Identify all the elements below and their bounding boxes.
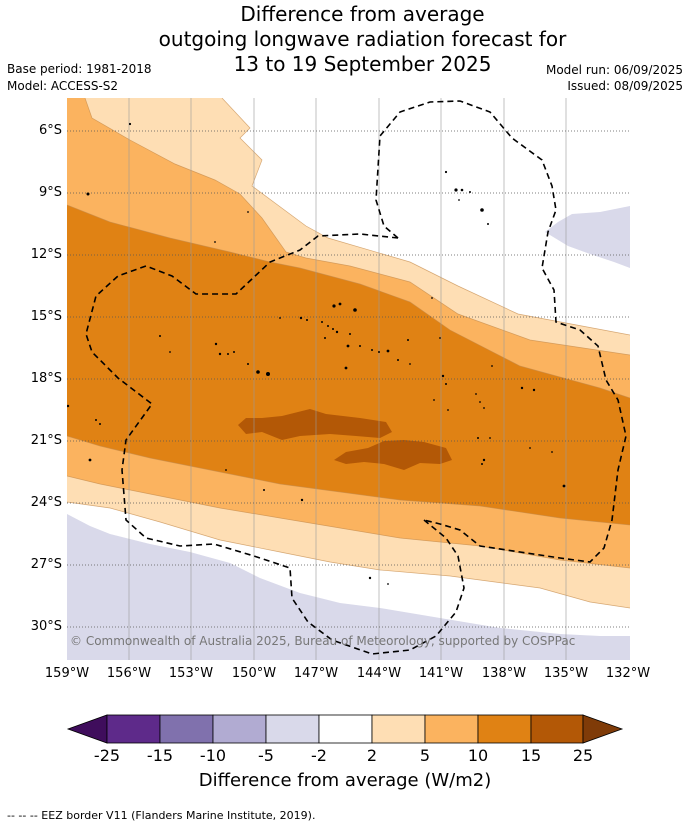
colorbar-tick-neg15: -15 <box>146 746 174 765</box>
map-title: Difference from average outgoing longwav… <box>0 2 690 77</box>
colorbar-low-arrow <box>66 714 108 744</box>
eez-border <box>85 100 627 655</box>
ol-anomaly-15-25-a <box>238 409 392 440</box>
eez-legend-note: -- -- -- EEZ border V11 (Flanders Marine… <box>7 809 316 822</box>
title-line-1: Difference from average <box>240 2 485 26</box>
colorbar-tick-neg25: -25 <box>93 746 121 765</box>
colorbar-tick-2: 2 <box>366 746 378 765</box>
lon-label-147w: 147°W <box>293 666 339 681</box>
lon-label-141w: 141°W <box>418 666 464 681</box>
lat-label-12s: 12°S <box>30 247 62 262</box>
lon-label-144w: 144°W <box>356 666 402 681</box>
colorbar-tick-5: 5 <box>419 746 431 765</box>
ol-anomaly-neg-south <box>67 514 630 660</box>
model-run: Model run: 06/09/2025 <box>545 63 683 77</box>
colorbar-bin-8 <box>477 714 532 744</box>
colorbar-bin-6 <box>371 714 426 744</box>
lat-label-9s: 9°S <box>38 185 62 200</box>
model-name: Model: ACCESS-S2 <box>7 79 119 93</box>
title-line-2: outgoing longwave radiation forecast for <box>158 27 567 51</box>
colorbar <box>66 714 624 744</box>
colorbar-tick-neg10: -10 <box>199 746 227 765</box>
lon-label-153w: 153°W <box>168 666 214 681</box>
colorbar-bin-7 <box>424 714 479 744</box>
colorbar-tick-neg2: -2 <box>311 746 327 765</box>
colorbar-label: Difference from average (W/m2) <box>198 770 492 791</box>
lat-label-18s: 18°S <box>30 371 62 386</box>
copyright-notice: © Commonwealth of Australia 2025, Bureau… <box>70 634 576 648</box>
lon-label-138w: 138°W <box>481 666 527 681</box>
lat-label-24s: 24°S <box>30 495 62 510</box>
lon-label-156w: 156°W <box>106 666 152 681</box>
latitude-gridlines <box>67 130 630 628</box>
lon-label-159w: 159°W <box>44 666 90 681</box>
colorbar-bin-3 <box>212 714 267 744</box>
ol-anomaly-10-15 <box>67 98 630 525</box>
colorbar-bin-4 <box>265 714 320 744</box>
colorbar-bin-2 <box>159 714 214 744</box>
island-outlines <box>67 122 566 585</box>
lat-label-21s: 21°S <box>30 433 62 448</box>
lat-label-6s: 6°S <box>38 123 62 138</box>
lon-label-150w: 150°W <box>231 666 277 681</box>
lon-label-132w: 132°W <box>605 666 651 681</box>
colorbar-bin-1 <box>106 714 161 744</box>
base-period: Base period: 1981-2018 <box>7 62 152 76</box>
lat-label-30s: 30°S <box>30 619 62 634</box>
lat-label-27s: 27°S <box>30 557 62 572</box>
lon-label-135w: 135°W <box>543 666 589 681</box>
colorbar-bin-5 <box>318 714 373 744</box>
colorbar-bin-9 <box>530 714 584 744</box>
ol-anomaly-15-25-b <box>334 440 452 470</box>
colorbar-tick-neg5: -5 <box>258 746 274 765</box>
colorbar-tick-15: 15 <box>520 746 542 765</box>
colorbar-tick-10: 10 <box>467 746 489 765</box>
lat-label-15s: 15°S <box>30 309 62 324</box>
colorbar-high-arrow <box>582 714 624 744</box>
colorbar-tick-25: 25 <box>572 746 594 765</box>
title-line-3: 13 to 19 September 2025 <box>233 52 492 76</box>
issued-date: Issued: 08/09/2025 <box>567 79 683 93</box>
